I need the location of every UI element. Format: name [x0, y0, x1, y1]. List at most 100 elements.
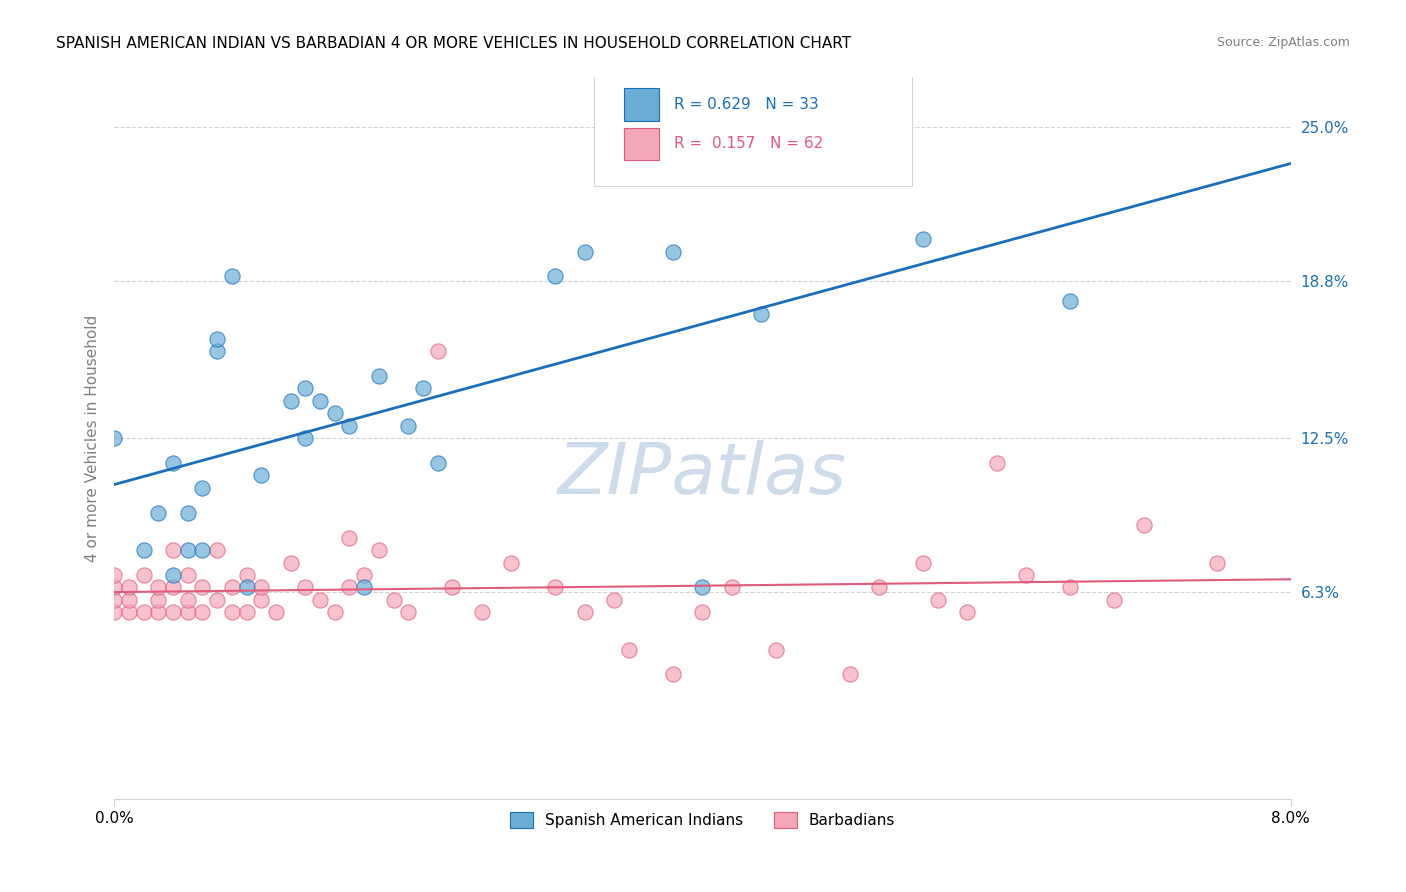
Point: [309, 592, 332, 607]
FancyBboxPatch shape: [595, 70, 912, 186]
Point: [162, 581, 184, 595]
Point: [235, 581, 257, 595]
Point: [132, 605, 155, 619]
Point: [250, 592, 273, 607]
Point: [205, 592, 228, 607]
Text: R = 0.629   N = 33: R = 0.629 N = 33: [675, 96, 818, 112]
Point: [662, 667, 685, 681]
Point: [250, 468, 273, 483]
Point: [353, 581, 375, 595]
Point: [868, 581, 890, 595]
Point: [162, 568, 184, 582]
Point: [118, 581, 141, 595]
Point: [367, 543, 389, 558]
Point: [1206, 556, 1229, 570]
Legend: Spanish American Indians, Barbadians: Spanish American Indians, Barbadians: [503, 806, 901, 835]
Point: [353, 568, 375, 582]
Point: [912, 232, 935, 246]
Point: [148, 592, 170, 607]
Point: [177, 605, 200, 619]
Point: [574, 605, 596, 619]
Point: [692, 581, 714, 595]
Point: [103, 592, 125, 607]
Point: [617, 642, 640, 657]
Point: [544, 581, 567, 595]
Point: [294, 381, 316, 395]
Point: [956, 605, 979, 619]
Point: [221, 269, 243, 284]
Point: [250, 581, 273, 595]
Point: [441, 581, 464, 595]
Point: [162, 605, 184, 619]
Point: [132, 543, 155, 558]
Point: [927, 592, 949, 607]
Point: [177, 543, 200, 558]
Point: [501, 556, 523, 570]
Point: [280, 393, 302, 408]
FancyBboxPatch shape: [624, 128, 659, 161]
Text: SPANISH AMERICAN INDIAN VS BARBADIAN 4 OR MORE VEHICLES IN HOUSEHOLD CORRELATION: SPANISH AMERICAN INDIAN VS BARBADIAN 4 O…: [56, 36, 852, 51]
Point: [912, 556, 935, 570]
Point: [118, 605, 141, 619]
Point: [471, 33, 494, 47]
Point: [205, 332, 228, 346]
Point: [294, 581, 316, 595]
Point: [191, 543, 214, 558]
Point: [574, 244, 596, 259]
Point: [396, 418, 419, 433]
Point: [162, 456, 184, 470]
Point: [177, 506, 200, 520]
Point: [382, 592, 405, 607]
Point: [103, 581, 125, 595]
Point: [162, 543, 184, 558]
Text: R =  0.157   N = 62: R = 0.157 N = 62: [675, 136, 824, 152]
Point: [765, 642, 787, 657]
Point: [148, 506, 170, 520]
Point: [177, 592, 200, 607]
Text: Source: ZipAtlas.com: Source: ZipAtlas.com: [1216, 36, 1350, 49]
Point: [103, 431, 125, 445]
Point: [339, 581, 361, 595]
Point: [177, 568, 200, 582]
Point: [544, 269, 567, 284]
Point: [221, 605, 243, 619]
Point: [721, 581, 744, 595]
Point: [838, 667, 860, 681]
Point: [264, 605, 287, 619]
Point: [1132, 518, 1154, 533]
Point: [1059, 581, 1081, 595]
Point: [103, 605, 125, 619]
Point: [118, 592, 141, 607]
Point: [323, 605, 346, 619]
Point: [323, 406, 346, 420]
Point: [339, 531, 361, 545]
Point: [339, 418, 361, 433]
Point: [191, 605, 214, 619]
Point: [280, 556, 302, 570]
Y-axis label: 4 or more Vehicles in Household: 4 or more Vehicles in Household: [86, 315, 100, 562]
Point: [132, 568, 155, 582]
Point: [235, 568, 257, 582]
Point: [412, 381, 434, 395]
Point: [396, 605, 419, 619]
Point: [205, 543, 228, 558]
Point: [603, 592, 626, 607]
Point: [749, 307, 772, 321]
Point: [1102, 592, 1125, 607]
Point: [309, 393, 332, 408]
Point: [191, 481, 214, 495]
Point: [191, 581, 214, 595]
Point: [367, 368, 389, 383]
Point: [221, 581, 243, 595]
Point: [426, 456, 449, 470]
Point: [148, 581, 170, 595]
Point: [471, 605, 494, 619]
Point: [103, 568, 125, 582]
Point: [692, 605, 714, 619]
Text: ZIPatlas: ZIPatlas: [558, 440, 846, 508]
Point: [986, 456, 1008, 470]
Point: [426, 344, 449, 359]
Point: [1059, 294, 1081, 309]
FancyBboxPatch shape: [624, 88, 659, 120]
Point: [205, 344, 228, 359]
